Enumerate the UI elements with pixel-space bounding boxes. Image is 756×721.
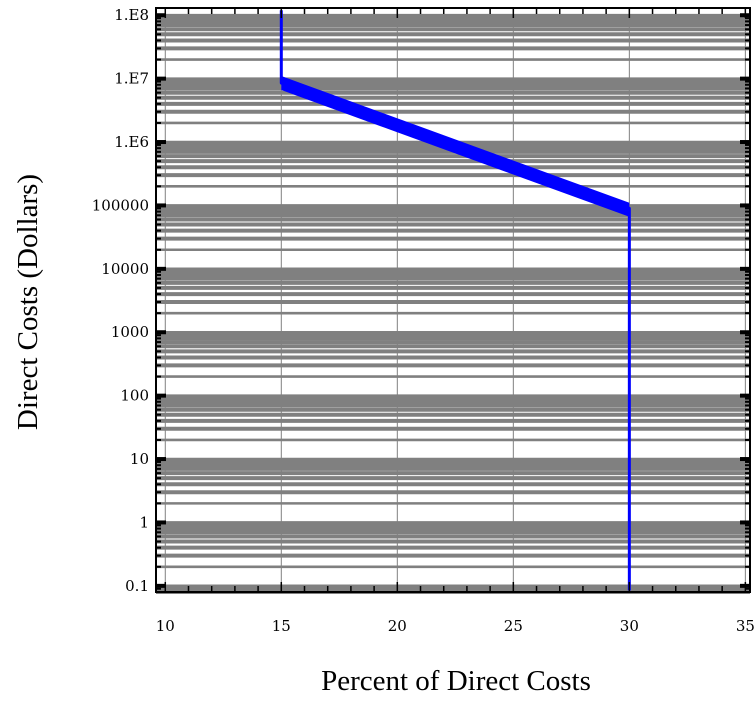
y-tick-label: 1.E7: [114, 70, 149, 88]
x-axis-ticks: 10 15 20 25 30 35: [156, 8, 755, 635]
y-tick-label: 1.E8: [114, 6, 149, 24]
y-axis-ticks: 0.1 1 10 100 1000 10000 100000 1.E6 1.E7 1.E8: [92, 6, 750, 595]
y-tick-label: 100000: [92, 196, 149, 214]
x-tick-label: 35: [736, 617, 755, 635]
x-tick-label: 20: [388, 617, 407, 635]
y-axis-title: Direct Costs (Dollars): [12, 174, 44, 430]
y-tick-label: 1: [139, 513, 149, 531]
plot-frame: [155, 7, 751, 593]
x-axis-title: Percent of Direct Costs: [321, 665, 591, 697]
series-layer: [279, 10, 631, 591]
y-tick-label: 10: [130, 450, 149, 468]
x-tick-label: 10: [156, 617, 175, 635]
y-tick-label: 100: [120, 387, 149, 405]
x-tick-label: 15: [272, 617, 291, 635]
y-tick-label: 1000: [111, 323, 149, 341]
y-tick-label: 1.E6: [114, 133, 149, 151]
x-tick-label: 25: [504, 617, 523, 635]
series-line: [279, 10, 631, 591]
y-tick-label: 10000: [101, 260, 149, 278]
y-tick-label: 0.1: [125, 577, 149, 595]
plot-border: [155, 7, 751, 593]
grid-layer: [156, 8, 750, 594]
x-tick-label: 30: [620, 617, 639, 635]
